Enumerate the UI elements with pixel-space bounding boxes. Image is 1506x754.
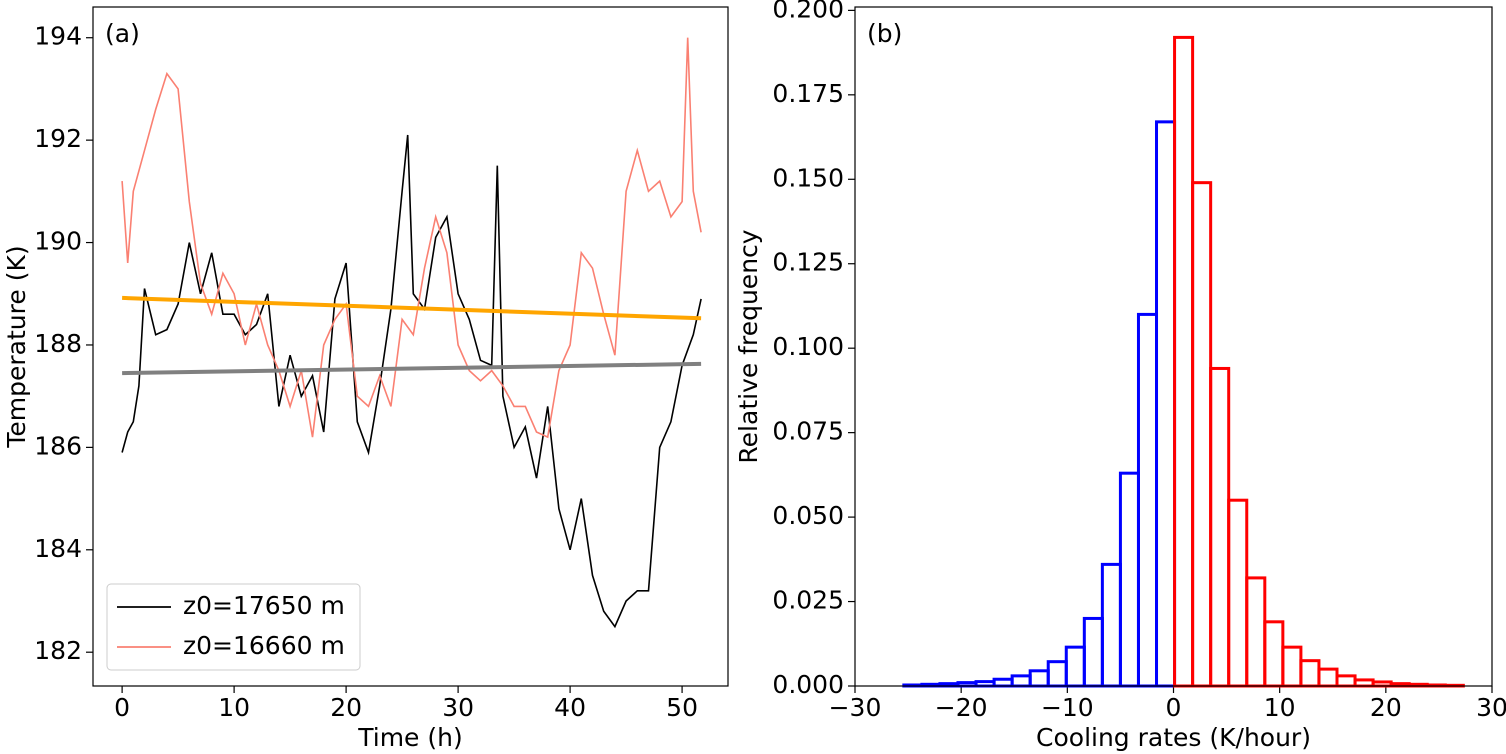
y-axis-label: Temperature (K) <box>2 245 31 448</box>
y-tick-label: 184 <box>34 534 82 563</box>
x-tick-label: 0 <box>1166 693 1182 722</box>
x-tick-label: −20 <box>935 693 988 722</box>
panel-label: (b) <box>867 19 902 48</box>
hist-bar <box>1263 620 1285 688</box>
hist-bar <box>1371 680 1393 688</box>
hist-bar <box>1118 471 1140 688</box>
line-series <box>121 37 702 439</box>
y-tick-label: 0.200 <box>772 0 844 23</box>
x-tick-label: 40 <box>554 693 586 722</box>
plot-frame <box>854 6 1493 687</box>
y-tick-label: 0.100 <box>772 332 844 361</box>
hist-bar <box>1173 35 1195 688</box>
x-tick-label: 20 <box>1370 693 1402 722</box>
y-tick-label: 188 <box>34 329 82 358</box>
hist-bar <box>1335 674 1357 688</box>
hist-bar <box>1353 678 1375 688</box>
x-tick-label: 20 <box>330 693 362 722</box>
trend-line <box>122 295 702 321</box>
x-tick-label: 50 <box>666 693 698 722</box>
hist-bar <box>992 677 1014 688</box>
y-tick-label: 0.075 <box>772 417 844 446</box>
hist-bar <box>1028 669 1050 688</box>
y-tick-label: 190 <box>34 227 82 256</box>
y-tick-label: 0.150 <box>772 163 844 192</box>
x-tick-label: 10 <box>1264 693 1296 722</box>
hist-bar <box>1209 366 1231 688</box>
x-tick-label: −30 <box>829 693 882 722</box>
y-axis-label: Relative frequency <box>734 229 763 463</box>
hist-bar <box>1046 660 1068 688</box>
hist-bar <box>1191 181 1213 688</box>
x-axis-label: Time (h) <box>357 723 462 752</box>
y-tick-label: 0.000 <box>772 670 844 699</box>
y-tick-label: 186 <box>34 431 82 460</box>
trend-line <box>122 361 702 376</box>
hist-bar <box>1082 616 1104 688</box>
hist-bar <box>974 680 996 688</box>
x-tick-label: 10 <box>218 693 250 722</box>
hist-bar <box>1227 498 1249 688</box>
hist-bar <box>1281 645 1303 688</box>
y-tick-label: 182 <box>34 636 82 665</box>
y-tick-label: 192 <box>34 124 82 153</box>
x-tick-label: 0 <box>114 693 130 722</box>
hist-bar <box>1100 562 1122 688</box>
y-tick-label: 0.025 <box>772 586 844 615</box>
hist-bar <box>1064 645 1086 688</box>
legend-label: z0=17650 m <box>183 591 345 620</box>
x-tick-label: 30 <box>442 693 474 722</box>
hist-bar <box>1136 312 1159 688</box>
y-tick-label: 0.050 <box>772 501 844 530</box>
y-tick-label: 0.125 <box>772 248 844 277</box>
hist-bar <box>1245 576 1267 688</box>
legend-box <box>106 583 361 671</box>
hist-bar <box>1010 674 1032 688</box>
x-axis-label: Cooling rates (K/hour) <box>1036 723 1311 752</box>
plot-frame <box>92 6 729 687</box>
hist-bar <box>1299 659 1321 688</box>
x-tick-label: −10 <box>1041 693 1094 722</box>
y-tick-label: 194 <box>34 22 82 51</box>
hist-bar <box>1317 667 1339 688</box>
hist-bar <box>1155 120 1177 688</box>
x-tick-label: 30 <box>1476 693 1506 722</box>
line-series <box>121 134 702 629</box>
y-tick-label: 0.175 <box>772 79 844 108</box>
panel-label: (a) <box>105 19 140 48</box>
legend-label: z0=16660 m <box>183 631 345 660</box>
